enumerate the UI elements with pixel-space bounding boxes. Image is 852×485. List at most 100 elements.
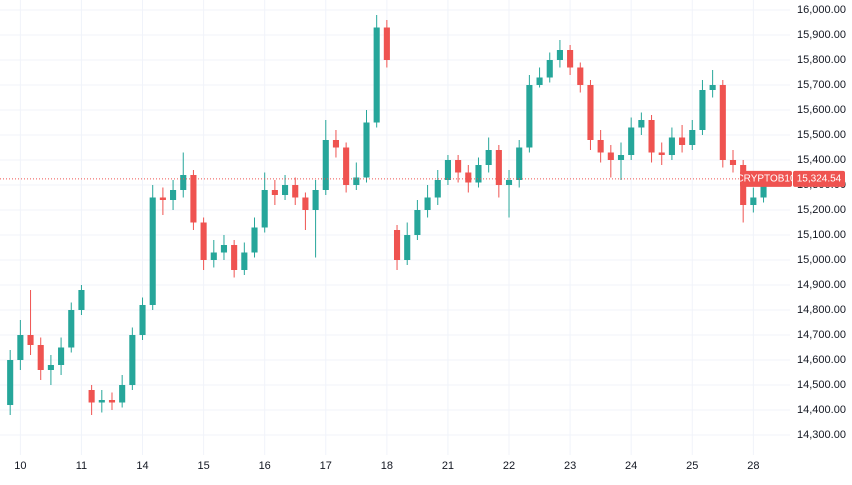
x-tick-label: 17 [320,460,332,472]
x-tick-label: 23 [564,460,576,472]
candle-body [302,197,309,210]
candle-body [139,305,146,335]
symbol-badge [740,170,792,187]
y-tick-label: 16,000.00 [797,4,846,16]
candle-body [68,310,75,348]
candle-body [58,347,65,365]
y-tick-label: 15,000.00 [797,254,846,266]
candle-body [658,152,665,155]
candle-body [149,197,156,305]
y-tick-label: 14,500.00 [797,379,846,391]
candle-body [638,120,645,128]
x-tick-label: 22 [503,460,515,472]
candle-body [210,252,217,260]
candle-body [485,150,492,165]
candle-body [648,120,655,153]
y-tick-label: 14,800.00 [797,304,846,316]
y-tick-label: 15,700.00 [797,79,846,91]
candle-body [180,175,187,190]
candle-body [119,385,126,403]
candle-body [271,190,278,195]
y-tick-label: 15,100.00 [797,229,846,241]
candle-body [617,155,625,160]
candle-body [455,160,462,173]
candle-body [261,190,268,228]
candle-body [17,335,24,360]
candle-body [567,50,574,68]
candle-body [78,290,85,310]
x-tick-label: 21 [442,460,454,472]
candle-body [556,50,563,60]
candle-body [343,147,350,185]
candle-body [231,245,238,270]
candle-body [597,140,604,153]
candle-body [516,147,523,180]
candle-body [220,245,228,253]
candle-body [108,400,116,403]
y-tick-label: 14,700.00 [797,329,846,341]
y-tick-label: 14,600.00 [797,354,846,366]
candle-body [88,390,95,403]
candle-body [729,160,737,165]
x-tick-label: 10 [14,460,26,472]
x-tick-label: 25 [686,460,698,472]
x-tick-label: 14 [136,460,148,472]
candle-body [628,127,635,155]
candle-body [393,230,401,260]
candle-body [444,160,451,180]
candle-body [373,27,380,123]
y-tick-label: 15,600.00 [797,104,846,116]
candle-body [709,85,716,90]
candle-body [200,222,207,260]
candle-body [475,165,482,183]
x-tick-label: 16 [259,460,271,472]
x-tick-label: 28 [747,460,759,472]
candle-body [505,180,513,185]
x-tick-label: 11 [76,460,87,472]
candle-body [292,185,299,198]
y-tick-label: 15,500.00 [797,129,846,141]
candle-body [689,130,696,145]
candle-body [129,335,136,385]
candle-body [607,152,614,160]
x-tick-label: 18 [381,460,393,472]
candle-body [750,197,757,205]
candle-body [526,85,533,148]
candle-body [465,172,472,183]
x-tick-label: 24 [625,460,637,472]
candle-body [47,365,54,370]
candle-body [577,67,584,85]
candle-body [7,360,14,405]
y-tick-label: 15,800.00 [797,54,846,66]
candle-body [668,137,675,155]
candle-body [251,227,258,253]
price-badge [793,170,845,187]
candle-body [383,27,390,60]
candle-body [170,190,177,200]
candle-body [434,180,441,198]
candle-body [587,85,594,140]
x-tick-label: 15 [197,460,209,472]
candle-body [281,185,289,195]
y-tick-label: 14,300.00 [797,429,846,441]
candle-body [332,140,340,148]
candle-body [414,210,421,235]
candle-body [98,400,105,403]
candle-body [546,60,553,78]
candle-body [495,150,502,185]
candle-body [424,197,431,210]
candle-body [536,77,543,85]
candle-body [699,90,706,130]
candle-body [190,175,197,223]
candle-body [353,177,360,185]
candle-body [719,85,726,160]
candle-body [312,190,319,210]
y-tick-label: 15,900.00 [797,29,846,41]
candle-body [241,252,248,270]
y-tick-label: 14,900.00 [797,279,846,291]
y-tick-label: 15,400.00 [797,154,846,166]
candle-body [37,345,44,370]
y-tick-label: 14,400.00 [797,404,846,416]
candle-body [363,122,370,178]
